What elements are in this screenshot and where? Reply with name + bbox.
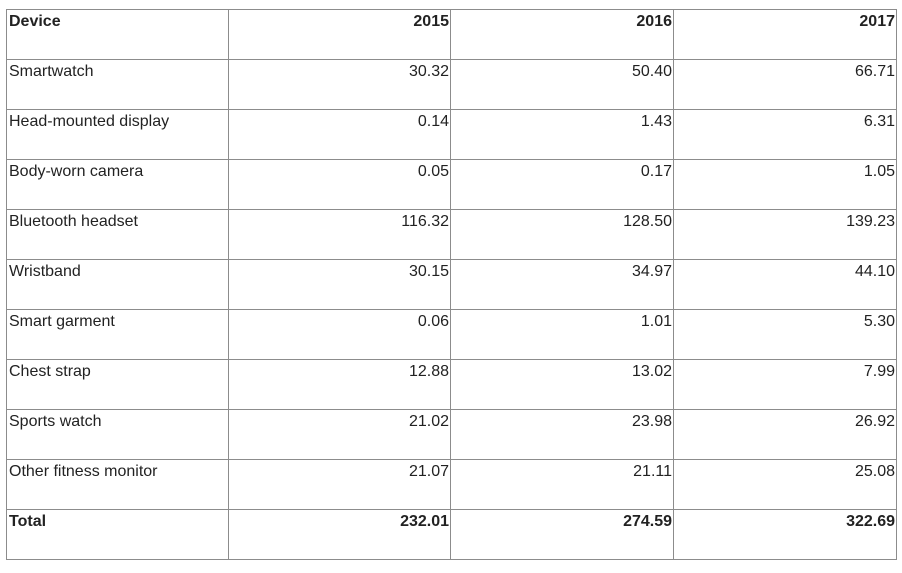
- value-cell-2017: 6.31: [673, 109, 897, 160]
- table-total-row: Total 232.01 274.59 322.69: [6, 509, 897, 560]
- data-table-container: Device 2015 2016 2017 Smartwatch 30.32 5…: [6, 9, 897, 560]
- value-cell-2017: 25.08: [673, 459, 897, 510]
- device-cell: Smart garment: [6, 309, 229, 360]
- value-cell-2017: 44.10: [673, 259, 897, 310]
- value-cell-2015: 30.32: [228, 59, 451, 110]
- value-cell-2015: 0.14: [228, 109, 451, 160]
- value-cell-2016: 34.97: [450, 259, 674, 310]
- value-cell-2015: 21.02: [228, 409, 451, 460]
- table-row: Sports watch 21.02 23.98 26.92: [6, 409, 897, 460]
- table-row: Head-mounted display 0.14 1.43 6.31: [6, 109, 897, 160]
- value-cell-2016: 23.98: [450, 409, 674, 460]
- device-cell: Body-worn camera: [6, 159, 229, 210]
- table-row: Wristband 30.15 34.97 44.10: [6, 259, 897, 310]
- value-cell-2017: 1.05: [673, 159, 897, 210]
- value-cell-2016: 50.40: [450, 59, 674, 110]
- value-cell-2017: 7.99: [673, 359, 897, 410]
- header-2016: 2016: [450, 9, 674, 60]
- device-cell: Wristband: [6, 259, 229, 310]
- value-cell-2017: 66.71: [673, 59, 897, 110]
- total-2015: 232.01: [228, 509, 451, 560]
- table-row: Smartwatch 30.32 50.40 66.71: [6, 59, 897, 110]
- value-cell-2016: 21.11: [450, 459, 674, 510]
- table-row: Chest strap 12.88 13.02 7.99: [6, 359, 897, 410]
- device-cell: Smartwatch: [6, 59, 229, 110]
- device-cell: Other fitness monitor: [6, 459, 229, 510]
- value-cell-2017: 139.23: [673, 209, 897, 260]
- total-2017: 322.69: [673, 509, 897, 560]
- value-cell-2016: 0.17: [450, 159, 674, 210]
- value-cell-2015: 0.06: [228, 309, 451, 360]
- table-row: Other fitness monitor 21.07 21.11 25.08: [6, 459, 897, 510]
- value-cell-2015: 0.05: [228, 159, 451, 210]
- value-cell-2017: 5.30: [673, 309, 897, 360]
- value-cell-2015: 12.88: [228, 359, 451, 410]
- table-row: Smart garment 0.06 1.01 5.30: [6, 309, 897, 360]
- value-cell-2015: 116.32: [228, 209, 451, 260]
- device-cell: Head-mounted display: [6, 109, 229, 160]
- value-cell-2016: 1.43: [450, 109, 674, 160]
- wearable-devices-table: Device 2015 2016 2017 Smartwatch 30.32 5…: [6, 9, 897, 560]
- value-cell-2016: 13.02: [450, 359, 674, 410]
- header-2017: 2017: [673, 9, 897, 60]
- value-cell-2016: 128.50: [450, 209, 674, 260]
- table-header-row: Device 2015 2016 2017: [6, 9, 897, 60]
- value-cell-2015: 21.07: [228, 459, 451, 510]
- table-row: Body-worn camera 0.05 0.17 1.05: [6, 159, 897, 210]
- device-cell: Sports watch: [6, 409, 229, 460]
- device-cell: Chest strap: [6, 359, 229, 410]
- value-cell-2015: 30.15: [228, 259, 451, 310]
- header-2015: 2015: [228, 9, 451, 60]
- total-label: Total: [6, 509, 229, 560]
- value-cell-2017: 26.92: [673, 409, 897, 460]
- header-device: Device: [6, 9, 229, 60]
- device-cell: Bluetooth headset: [6, 209, 229, 260]
- total-2016: 274.59: [450, 509, 674, 560]
- table-row: Bluetooth headset 116.32 128.50 139.23: [6, 209, 897, 260]
- value-cell-2016: 1.01: [450, 309, 674, 360]
